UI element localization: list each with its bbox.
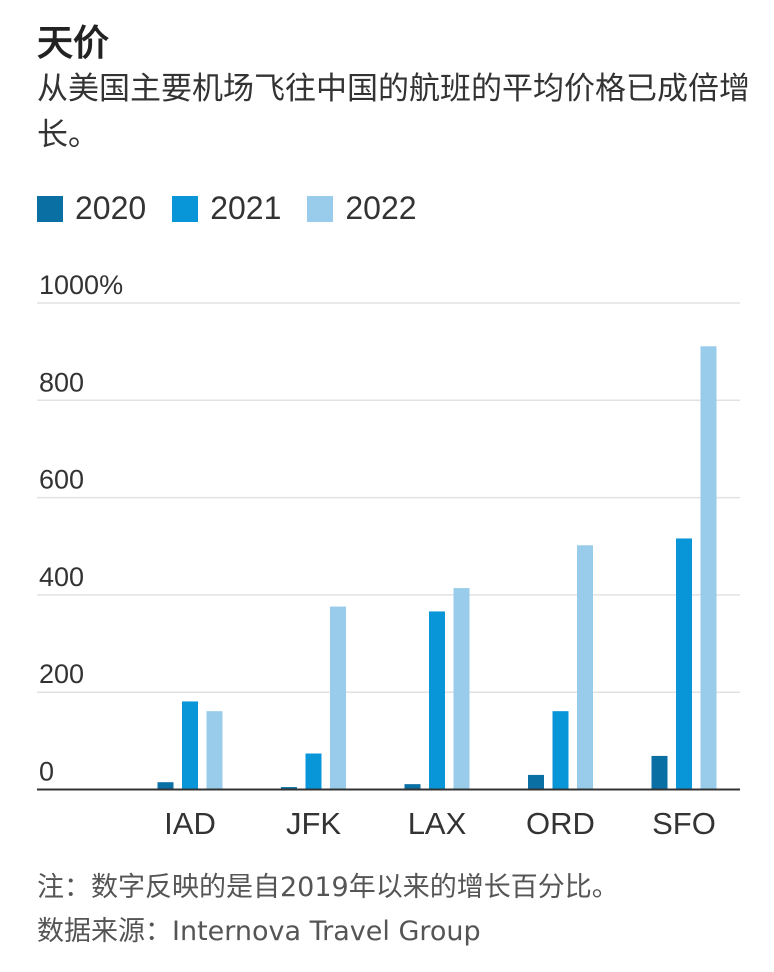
y-tick-label: 1000% xyxy=(39,270,123,300)
source-text: 数据来源：Internova Travel Group xyxy=(37,916,481,947)
bar-sfo-2020 xyxy=(651,755,668,790)
x-tick-label: LAX xyxy=(408,806,467,841)
bar-iad-2021 xyxy=(182,701,198,790)
x-tick-label: IAD xyxy=(164,806,216,841)
bar-ord-2021 xyxy=(552,711,569,790)
legend-label: 2020 xyxy=(75,190,147,226)
legend-swatch xyxy=(37,195,63,222)
bar-ord-2022 xyxy=(577,545,593,790)
legend-swatch xyxy=(307,195,334,222)
bar-sfo-2022 xyxy=(700,346,717,790)
bar-lax-2020 xyxy=(404,784,421,790)
bar-lax-2022 xyxy=(453,588,470,790)
y-tick-label: 600 xyxy=(39,465,84,495)
bar-jfk-2021 xyxy=(305,753,322,790)
legend-label: 2021 xyxy=(210,190,282,226)
y-tick-label: 400 xyxy=(39,562,84,592)
footnote: 注：数字反映的是自2019年以来的增长百分比。 数据来源：Internova T… xyxy=(37,866,619,954)
legend-item: 2022 xyxy=(307,190,417,227)
y-tick-label: 800 xyxy=(39,367,84,397)
y-tick-label: 0 xyxy=(39,757,54,787)
bar-sfo-2021 xyxy=(676,538,692,790)
legend-label: 2022 xyxy=(345,190,417,226)
x-tick-label: JFK xyxy=(286,806,341,841)
x-tick-label: SFO xyxy=(652,806,716,841)
bar-iad-2020 xyxy=(157,782,174,790)
legend: 2020 2021 2022 xyxy=(37,190,417,227)
legend-item: 2021 xyxy=(172,190,281,227)
bar-jfk-2022 xyxy=(330,606,346,790)
x-tick-label: ORD xyxy=(526,806,595,841)
bar-iad-2022 xyxy=(206,711,223,790)
y-tick-label: 200 xyxy=(39,659,84,689)
note-text: 注：数字反映的是自2019年以来的增长百分比。 xyxy=(37,872,619,903)
legend-item: 2020 xyxy=(37,190,146,227)
chart-subtitle: 从美国主要机场飞往中国的航班的平均价格已成倍增长。 xyxy=(37,71,750,153)
bar-lax-2021 xyxy=(429,611,445,790)
legend-swatch xyxy=(172,195,199,222)
bar-ord-2020 xyxy=(528,774,544,790)
bar-jfk-2020 xyxy=(281,787,297,790)
chart-title: 天价 xyxy=(37,23,110,64)
